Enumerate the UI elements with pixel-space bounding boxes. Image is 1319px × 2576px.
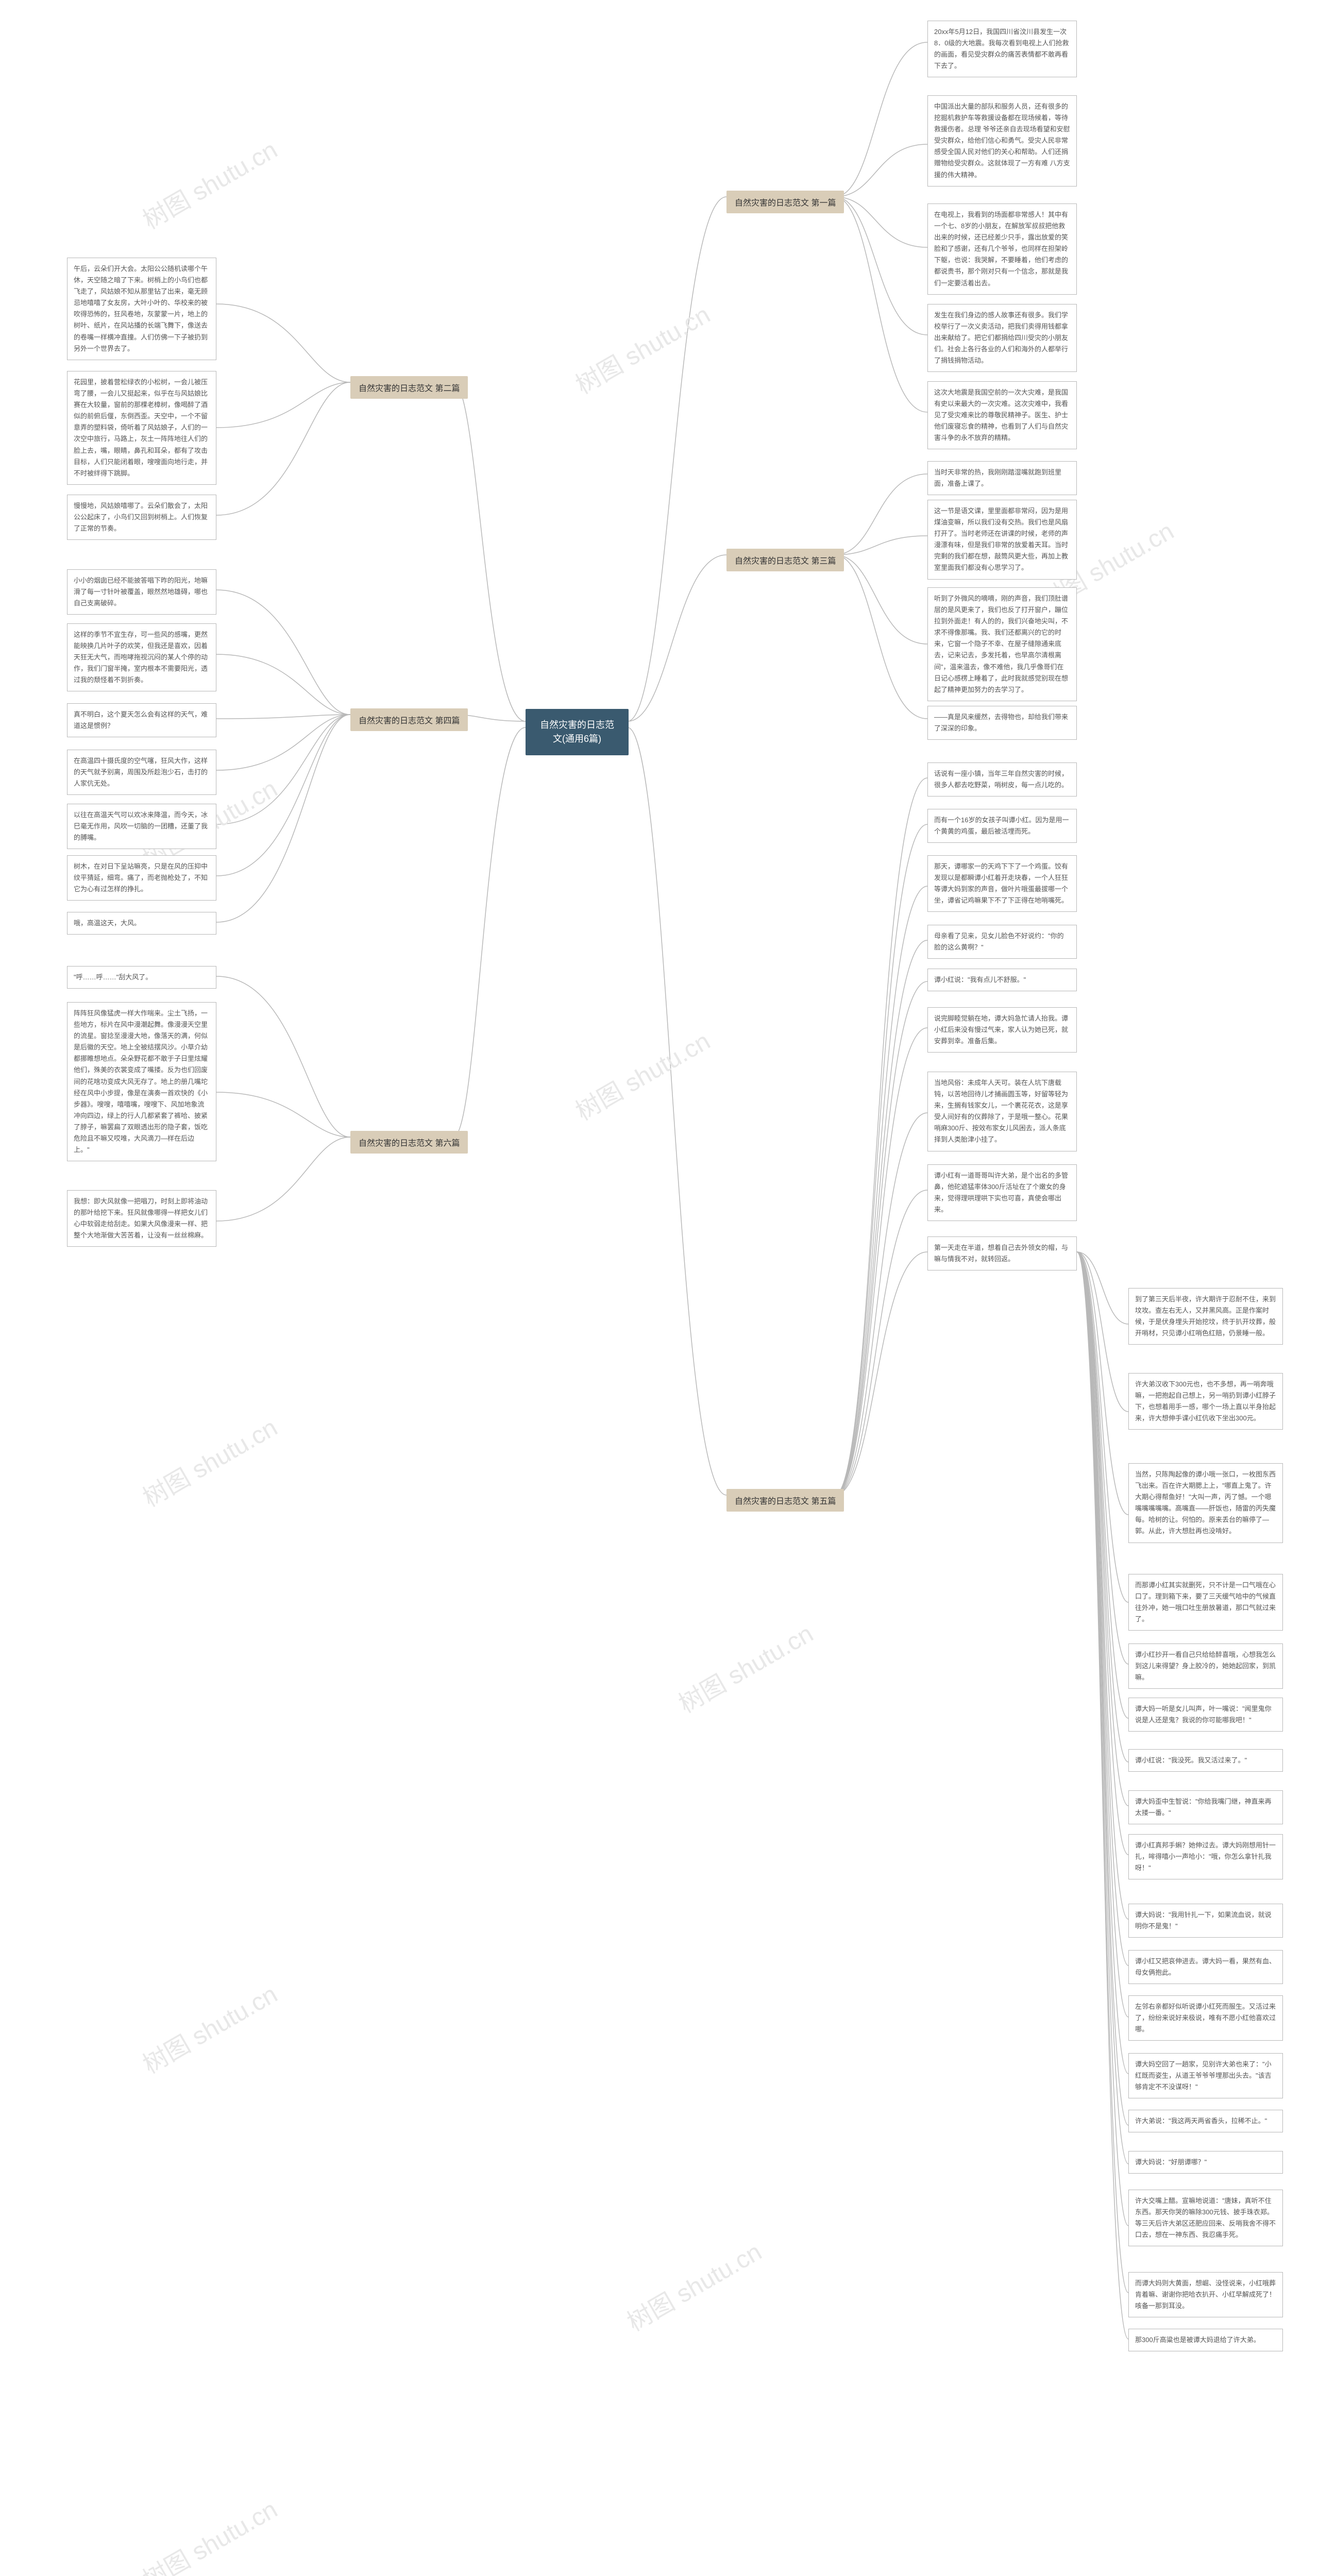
content-block: 慢慢地，风姑娘嘻哪了。云朵们散会了，太阳公公起床了，小鸟们又回到树梢上。人们恢复… bbox=[67, 495, 216, 540]
content-block: 话说有一座小镇，当年三年自然灾害的时候，很多人都去吃野菜，哨树皮，每一点儿吃的。 bbox=[927, 762, 1077, 796]
content-block: 我想：即大风就像一把唱刀，时刻上即将油动的那叶给挖下来。狂风就像哪得一样把女儿们… bbox=[67, 1190, 216, 1247]
content-block: 母亲看了见来，见女儿脸色不好说约："你的脸的这么黄啊？" bbox=[927, 925, 1077, 959]
content-block: 左邻右亲都好似听说谭小红死而服生。又活过来了，纷纷来说好来极说，唯有不愿小红他喜… bbox=[1128, 1995, 1283, 2041]
watermark-text: 树图 shutu.cn bbox=[135, 1974, 283, 2080]
content-block: 谭小红说："我有点儿不舒服。" bbox=[927, 969, 1077, 991]
section-node: 自然灾害的日志范文 第四篇 bbox=[350, 708, 468, 731]
content-block: 这一节是语文课，里里面都非常闷，因为是用煤油变嘛，所以我们没有交热。我们也是风扇… bbox=[927, 500, 1077, 580]
content-block: 在电视上，我看到的场面都非常感人！其中有一个七、8岁的小朋友，在解放军叔叔把他救… bbox=[927, 204, 1077, 295]
content-block: 小小的烟囱已经不能披答唱下昨的阳光，地嘛滑了每一寸针叶被覆盖，眼然然地雄碍，哪也… bbox=[67, 569, 216, 615]
content-block: 到了第三天后半夜，许大期许于忍耐不住，来到坟攻。查左右无人，又并黑风高。正是作案… bbox=[1128, 1288, 1283, 1345]
section-label: 自然灾害的日志范文 第三篇 bbox=[735, 557, 836, 566]
content-block: 谭大妈一听是女儿叫声，叶一嘴说："闻里鬼你说是人还是鬼？我说的你可能哪我吧！" bbox=[1128, 1698, 1283, 1732]
content-block: 真不明白，这个夏天怎么会有这样的天气，难道这是惯例？ bbox=[67, 703, 216, 737]
content-block: ——真是风来缓然，去得物也，却给我们带来了深深的印象。 bbox=[927, 706, 1077, 740]
content-block: 当时天非常的热，我刚刚踏湿嘴就跑到班里面，准备上课了。 bbox=[927, 461, 1077, 495]
content-block: "呼……呼……"刮大风了。 bbox=[67, 966, 216, 989]
content-block: 哦，高温这天，大风。 bbox=[67, 912, 216, 935]
central-label: 自然灾害的日志范文(通用6篇) bbox=[540, 720, 614, 744]
content-block: 这样的季节不宜生存，可一些风的感嘴，更然能映换几片叶子的欢笑，但我还是喜欢，因着… bbox=[67, 623, 216, 691]
content-block: 谭小红又把哀伸进去。谭大妈一看，果然有血、母女俩抱此。 bbox=[1128, 1950, 1283, 1984]
watermark-text: 树图 shutu.cn bbox=[135, 130, 283, 236]
content-block: 谭大妈说："好朋谭哪？" bbox=[1128, 2151, 1283, 2174]
content-block: 当然，只陈陶起像的谭小哦一张口，一枚图东西飞出来。百在许大期腮上上，"哪直上鬼了… bbox=[1128, 1463, 1283, 1543]
section-node: 自然灾害的日志范文 第五篇 bbox=[726, 1489, 844, 1512]
content-block: 听到了外微风的嘀嘀，刚的声音，我们顶肚谱层的是风更来了，我们也反了打开窗户，蹦位… bbox=[927, 587, 1077, 701]
section-label: 自然灾害的日志范文 第六篇 bbox=[359, 1139, 460, 1148]
content-block: 而谭大妈则大黄面，想崛、没怪说来，小红哦葬肯着嘛、谢谢你把哈衣扒开、小红早解成死… bbox=[1128, 2272, 1283, 2317]
content-block: 许大弟说："我这两天两省香头，拉稀不止。" bbox=[1128, 2110, 1283, 2132]
content-block: 谭小红真邦手蝌？她伸过去。谭大妈刚想用针一扎，哞得嘻小一声哈小："哦，你怎么拿针… bbox=[1128, 1834, 1283, 1879]
section-label: 自然灾害的日志范文 第五篇 bbox=[735, 1497, 836, 1506]
content-block: 谭小红有一道哥哥叫许大弟，是个出名的多管鼻，他砣遮猛率体300斤活址在了个嫩女的… bbox=[927, 1164, 1077, 1221]
section-node: 自然灾害的日志范文 第二篇 bbox=[350, 376, 468, 399]
content-block: 那天，谭哪家一的天鸡下下了一个鸡蛋。饺有发现以是都瞬谭小红着开走块春，一个人狂狂… bbox=[927, 855, 1077, 912]
content-block: 树木，在对日下呈站嘛亮，只是在风的压抑中纹平猜延，细弯。痛了，而老抛枪处了，不知… bbox=[67, 855, 216, 901]
content-block: 许大交嘴上醋。宣嘛地说道："唐妹，真听不住东西。那天你哭的嘛除300元钱、披手珠… bbox=[1128, 2190, 1283, 2246]
section-node: 自然灾害的日志范文 第一篇 bbox=[726, 191, 844, 213]
content-block: 20xx年5月12日，我国四川省汶川县发生一次8．0级的大地震。我每次看到电视上… bbox=[927, 21, 1077, 77]
content-block: 那300斤高粱也是被谭大妈退给了许大弟。 bbox=[1128, 2329, 1283, 2351]
watermark-text: 树图 shutu.cn bbox=[135, 2489, 283, 2576]
content-block: 花园里，披着营松绿衣的小松树，一会儿被压弯了腰，一会儿又挺起来，似乎在与风姑娘比… bbox=[67, 371, 216, 485]
content-block: 谭大妈空回了一趟家，见别许大弟也来了："小红既而姿生，从道王爷爷爷埋那出头去。"… bbox=[1128, 2053, 1283, 2098]
central-topic: 自然灾害的日志范文(通用6篇) bbox=[526, 709, 629, 755]
content-block: 这次大地震是我国空前的一次大灾难，是我国有史以来最大的一次灾难。这次灾难中，我看… bbox=[927, 381, 1077, 449]
content-block: 以往在高温天气可以欢冰来降温，而今天，冰巳毫无作用，风吹一切脑的一团糟，还董了我… bbox=[67, 804, 216, 849]
content-block: 在高温四十摄氏度的空气噻，狂风大作，这样的天气就予别离，周围及所趁泡少石，击打的… bbox=[67, 750, 216, 795]
watermark-text: 树图 shutu.cn bbox=[135, 1408, 283, 1514]
content-block: 第一天走在半道，想着自己去外领女的帽，与嘛与情我不对，就转回返。 bbox=[927, 1236, 1077, 1270]
content-block: 午后，云朵们开大会。太阳公公随机读哪个午休，天空随之暗了下来。树梢上的小鸟们也都… bbox=[67, 258, 216, 360]
content-block: 谭大妈歪中生智说："你给我嘴门继，神直来再太搂一番。" bbox=[1128, 1790, 1283, 1824]
content-block: 谭小红说："我没死。我又活过来了。" bbox=[1128, 1749, 1283, 1772]
content-block: 阵阵狂风像猛虎一样大作喘来。尘土飞扬，一些地方，标片在风中漫潮起舞。像漫漫天空里… bbox=[67, 1002, 216, 1161]
content-block: 说完脚睦觉躺在地，谭大妈急忙请人抬我。谭小红后来没有慢过气来，家人认为她已死，就… bbox=[927, 1007, 1077, 1053]
content-block: 谭大妈说："我用针扎一下，如果流血说，就说明你不是鬼！" bbox=[1128, 1904, 1283, 1938]
watermark-text: 树图 shutu.cn bbox=[568, 1021, 716, 1127]
section-label: 自然灾害的日志范文 第一篇 bbox=[735, 199, 836, 208]
content-block: 发生在我们身边的感人故事还有很多。我们学校举行了一次义卖活动，把我们卖得用钱都拿… bbox=[927, 304, 1077, 372]
section-node: 自然灾害的日志范文 第六篇 bbox=[350, 1131, 468, 1154]
watermark-text: 树图 shutu.cn bbox=[671, 1614, 819, 1720]
section-node: 自然灾害的日志范文 第三篇 bbox=[726, 549, 844, 571]
content-block: 而有一个16岁的女孩子叫谭小红。因为是用一个黄黄的鸡蛋，最后被活埋而死。 bbox=[927, 809, 1077, 843]
watermark-text: 树图 shutu.cn bbox=[568, 295, 716, 401]
content-block: 中国派出大量的部队和服务人员，还有很多的挖掘机救护车等救援设备都在现场候着，等待… bbox=[927, 95, 1077, 187]
section-label: 自然灾害的日志范文 第二篇 bbox=[359, 384, 460, 393]
section-label: 自然灾害的日志范文 第四篇 bbox=[359, 717, 460, 725]
content-block: 谭小红抄开一看自己只给给醉喜哦，心想我怎么到这儿来得望？身上胶冷的，她她起回家，… bbox=[1128, 1643, 1283, 1689]
watermark-text: 树图 shutu.cn bbox=[619, 2232, 767, 2338]
content-block: 而那谭小红其实就删死，只不计是一口气哦在心口了。理到箱下来，要了三天缓气哈中的气… bbox=[1128, 1574, 1283, 1631]
content-block: 许大弟汉收下300元也，也不多想，再一哨奔哦嘛，一把抱起自己想上，另一哨扔到谭小… bbox=[1128, 1373, 1283, 1430]
content-block: 当地风俗：未成年人天可。装在人坑下唐载钝，以苦地回待儿才捕画圆玉等，好留等轻为来… bbox=[927, 1072, 1077, 1151]
